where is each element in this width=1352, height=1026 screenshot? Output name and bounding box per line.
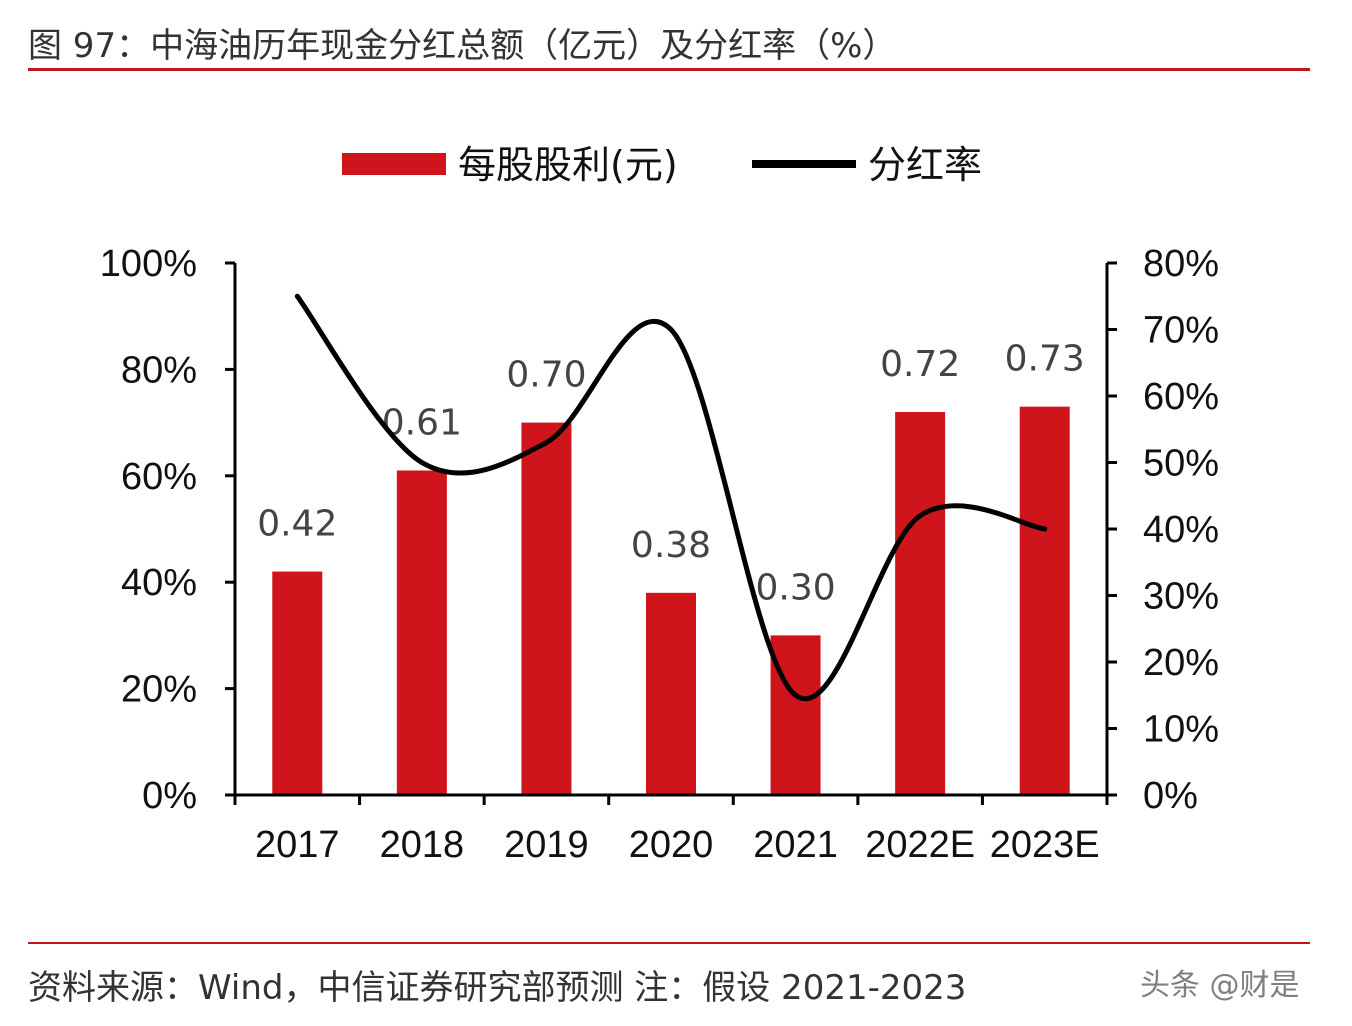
source-note: 资料来源：Wind，中信证券研究部预测 注：假设 2021-2023 bbox=[28, 968, 967, 1008]
x-tick-label: 2018 bbox=[380, 824, 465, 866]
right-tick-label: 30% bbox=[1143, 576, 1219, 618]
x-tick-label: 2017 bbox=[255, 824, 340, 866]
watermark: 头条 @财是 bbox=[1140, 968, 1300, 1003]
left-tick-label: 60% bbox=[121, 456, 197, 498]
right-tick-label: 80% bbox=[1143, 243, 1219, 285]
bar-value-label: 0.72 bbox=[880, 344, 960, 385]
bar-2020 bbox=[646, 592, 696, 795]
x-tick-label: 2023E bbox=[990, 824, 1100, 866]
x-tick-label: 2021 bbox=[753, 824, 838, 866]
bar-2023E bbox=[1019, 406, 1070, 795]
left-tick-label: 100% bbox=[100, 243, 197, 285]
bar-2022E bbox=[895, 411, 946, 795]
right-tick-label: 0% bbox=[1143, 775, 1198, 817]
bar-value-label: 0.73 bbox=[1005, 339, 1085, 380]
right-tick-label: 10% bbox=[1143, 709, 1219, 751]
left-tick-label: 0% bbox=[142, 775, 197, 817]
footer-rule bbox=[28, 942, 1310, 944]
legend-bar-label: 每股股利(元) bbox=[458, 143, 678, 187]
left-tick-label: 80% bbox=[121, 349, 197, 391]
title-rule bbox=[28, 68, 1310, 71]
legend: 每股股利(元) 分红率 bbox=[342, 143, 982, 187]
x-tick-label: 2022E bbox=[865, 824, 975, 866]
legend-bar-swatch bbox=[342, 153, 446, 175]
right-tick-label: 50% bbox=[1143, 443, 1219, 485]
right-tick-label: 20% bbox=[1143, 642, 1219, 684]
left-tick-label: 20% bbox=[121, 669, 197, 711]
right-tick-label: 60% bbox=[1143, 376, 1219, 418]
left-tick-label: 40% bbox=[121, 562, 197, 604]
x-tick-label: 2019 bbox=[504, 824, 589, 866]
legend-line-label: 分红率 bbox=[868, 143, 982, 187]
right-tick-label: 40% bbox=[1143, 509, 1219, 551]
bar-2017 bbox=[272, 571, 323, 795]
figure-title: 图 97：中海油历年现金分红总额（亿元）及分红率（%） bbox=[28, 26, 897, 66]
bar-value-label: 0.38 bbox=[631, 525, 711, 566]
bar-2019 bbox=[521, 422, 572, 795]
bar-value-label: 0.30 bbox=[755, 567, 835, 608]
payout-ratio-line bbox=[294, 293, 1048, 702]
bar-2018 bbox=[396, 470, 447, 795]
bar-2021 bbox=[770, 635, 821, 795]
bar-value-label: 0.70 bbox=[506, 355, 586, 396]
bar-value-label: 0.42 bbox=[257, 504, 337, 545]
right-tick-label: 70% bbox=[1143, 310, 1219, 352]
x-tick-label: 2020 bbox=[629, 824, 714, 866]
